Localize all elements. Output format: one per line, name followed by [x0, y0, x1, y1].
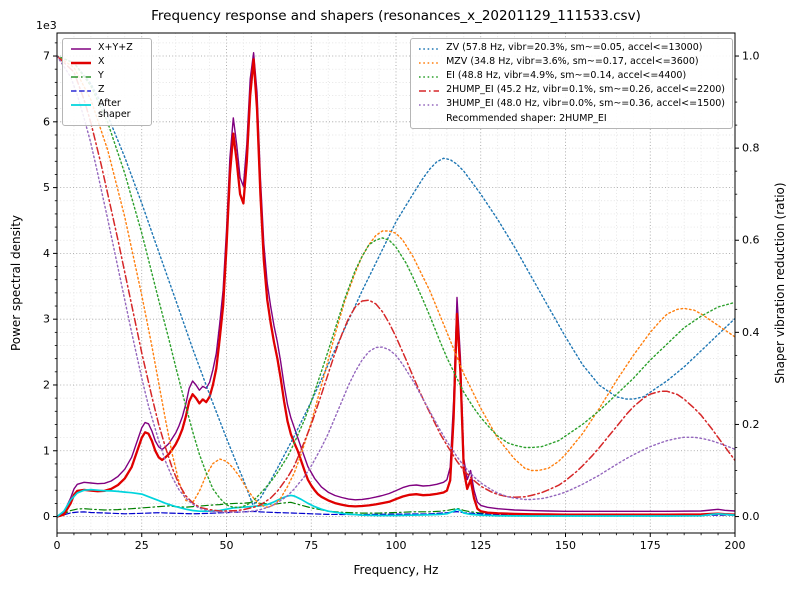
y-tick-label-left: 2: [43, 378, 50, 391]
x-tick-label: 25: [135, 539, 149, 552]
y-tick-label-left: 0: [43, 510, 50, 523]
x-tick-label: 50: [220, 539, 234, 552]
legend-item-label: MZV (34.8 Hz, vibr=3.6%, sm~=0.17, accel…: [446, 56, 699, 67]
legend-item: MZV (34.8 Hz, vibr=3.6%, sm~=0.17, accel…: [418, 56, 725, 68]
y-tick-label-left: 3: [43, 313, 50, 326]
y-tick-label-left: 6: [43, 115, 50, 128]
legend-item-label: 2HUMP_EI (45.2 Hz, vibr=0.1%, sm~=0.26, …: [446, 84, 725, 95]
legend-item: After shaper: [70, 98, 144, 121]
curve-x-y-z: [57, 52, 735, 518]
x-axis-label: Frequency, Hz: [353, 563, 439, 577]
x-tick-label: 150: [555, 539, 576, 552]
legend-item: X: [70, 56, 144, 68]
curve-zv: [57, 55, 735, 506]
x-tick-label: 125: [470, 539, 491, 552]
x-tick-label: 0: [54, 539, 61, 552]
legend-item-label: EI (48.8 Hz, vibr=4.9%, sm~=0.14, accel<…: [446, 70, 687, 81]
y-tick-label-right: 0.2: [742, 418, 760, 431]
y-tick-label-right: 0.0: [742, 510, 760, 523]
y-axis-label-left: Power spectral density: [9, 214, 23, 352]
y-tick-label-right: 0.4: [742, 326, 760, 339]
legend-item-label: X+Y+Z: [98, 42, 133, 53]
legend-item-label: Y: [98, 70, 104, 81]
y-axis-label-right: Shaper vibration reduction (ratio): [773, 182, 787, 384]
recommended-shaper-note: Recommended shaper: 2HUMP_EI: [446, 113, 607, 124]
x-tick-label: 175: [640, 539, 661, 552]
axis-ticks: 0 25 50 75 100 125 150 175 200 0 1 2 3 4 5 6 7 0.0 0.2 0.4 0…: [43, 42, 760, 552]
line-sample-icon: [71, 48, 91, 50]
x-tick-label: 75: [304, 539, 318, 552]
legend-item: X+Y+Z: [70, 42, 144, 54]
curve-3hump-ei: [57, 55, 735, 514]
line-sample-icon: [419, 76, 440, 78]
line-sample-icon: [71, 61, 91, 65]
legend-item: ZV (57.8 Hz, vibr=20.3%, sm~=0.05, accel…: [418, 42, 725, 54]
legend-item-label: Z: [98, 84, 105, 95]
legend-item-label: X: [98, 56, 105, 67]
chart-title: Frequency response and shapers (resonanc…: [151, 8, 641, 24]
legend-item: 3HUMP_EI (48.0 Hz, vibr=0.0%, sm~=0.36, …: [418, 98, 725, 110]
y-axis-offset-text: 1e3: [36, 19, 57, 32]
y-tick-label-right: 0.6: [742, 234, 760, 247]
curve-after-shaper: [57, 488, 735, 518]
y-tick-label-right: 1.0: [742, 50, 760, 63]
legend-item-label: After shaper: [98, 98, 131, 120]
y-tick-label-left: 4: [43, 247, 50, 260]
curves: [57, 52, 735, 518]
line-sample-icon: [71, 90, 91, 92]
legend-psd-sources: X+Y+Z X Y Z After shaper: [62, 38, 152, 126]
y-tick-label-left: 7: [43, 50, 50, 63]
legend-item-label: ZV (57.8 Hz, vibr=20.3%, sm~=0.05, accel…: [446, 42, 703, 53]
legend-shapers: ZV (57.8 Hz, vibr=20.3%, sm~=0.05, accel…: [410, 38, 733, 129]
curve-ei: [57, 55, 735, 508]
line-sample-icon: [419, 48, 440, 50]
line-sample-icon: [419, 62, 440, 64]
line-sample-icon: [71, 76, 91, 78]
x-tick-label: 200: [725, 539, 746, 552]
y-tick-label-right: 0.8: [742, 142, 760, 155]
x-tick-label: 100: [386, 539, 407, 552]
curve-x: [57, 58, 735, 518]
legend-item: EI (48.8 Hz, vibr=4.9%, sm~=0.14, accel<…: [418, 70, 725, 82]
y-tick-label-left: 1: [43, 444, 50, 457]
legend-item-label: 3HUMP_EI (48.0 Hz, vibr=0.0%, sm~=0.36, …: [446, 98, 725, 109]
line-sample-icon: [419, 90, 440, 92]
legend-item: Y: [70, 70, 144, 82]
y-tick-label-left: 5: [43, 181, 50, 194]
line-sample-icon: [419, 104, 440, 106]
legend-item: Z: [70, 84, 144, 96]
curve-y: [57, 501, 735, 518]
line-sample-icon: [71, 104, 91, 106]
curve-2hump-ei: [57, 55, 735, 512]
legend-item: 2HUMP_EI (45.2 Hz, vibr=0.1%, sm~=0.26, …: [418, 84, 725, 96]
